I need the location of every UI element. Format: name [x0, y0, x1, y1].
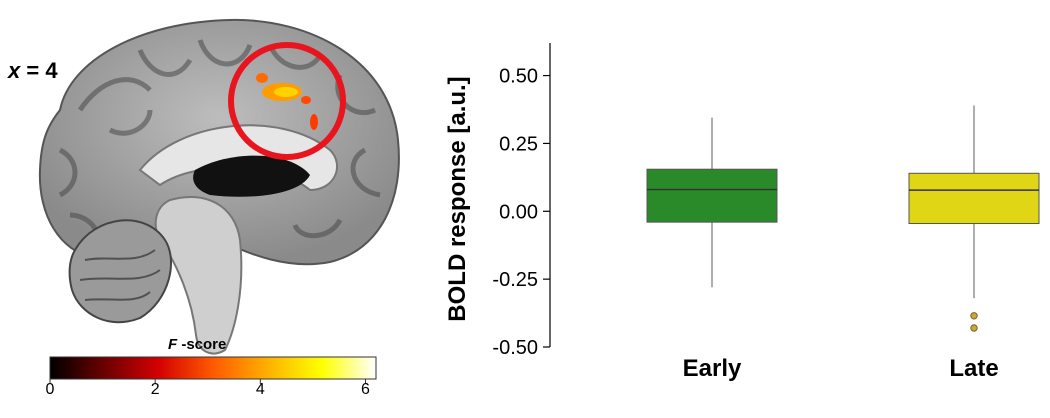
slice-label-var: x: [8, 58, 21, 83]
outlier-point: [970, 312, 978, 320]
y-tick-label: 0.00: [499, 201, 538, 223]
y-tick-label: -0.50: [492, 337, 538, 359]
y-tick-label: 0.25: [499, 133, 538, 155]
y-axis-label: BOLD response [a.u.]: [444, 76, 471, 321]
colorbar-tick-label: 0: [45, 381, 55, 398]
y-ticks: 0.50 0.25 0.00 -0.25 -0.50: [492, 66, 550, 359]
colorbar-title-rest: -score: [177, 336, 227, 353]
ventricle: [193, 155, 310, 197]
y-tick-label: -0.25: [492, 269, 538, 291]
box-late: [908, 105, 1040, 332]
colorbar-title: F -score: [168, 336, 226, 353]
colorbar-tick-label: 4: [255, 381, 265, 398]
activation-cluster: [256, 73, 318, 130]
x-tick-label: Early: [683, 355, 742, 382]
boxes: [646, 105, 1040, 332]
box-early: [646, 117, 778, 288]
colorbar-title-var: F: [168, 336, 178, 353]
boxplot-chart: 0.50 0.25 0.00 -0.25 -0.50 Early Late BOLD re…: [444, 43, 1040, 382]
colorbar-tick-label: 6: [361, 381, 370, 398]
cerebellum: [68, 219, 173, 324]
slice-label-rest: = 4: [20, 58, 58, 83]
brain-panel: x = 4 F -score 0 2 4 6: [0, 0, 420, 413]
box-body: [646, 168, 778, 223]
colorbar: [49, 356, 377, 380]
box-body: [908, 172, 1040, 225]
slice-label: x = 4: [8, 58, 58, 84]
y-tick-label: 0.50: [499, 66, 538, 88]
chart-panel: 0.50 0.25 0.00 -0.25 -0.50 Early Late BOLD re…: [420, 0, 1050, 413]
outlier-point: [970, 324, 978, 332]
x-labels: Early Late: [683, 355, 999, 382]
highlight-circle: [228, 42, 346, 160]
x-tick-label: Late: [949, 355, 998, 382]
brain-slice-image: [38, 18, 400, 384]
colorbar-tick-label: 2: [150, 381, 160, 398]
